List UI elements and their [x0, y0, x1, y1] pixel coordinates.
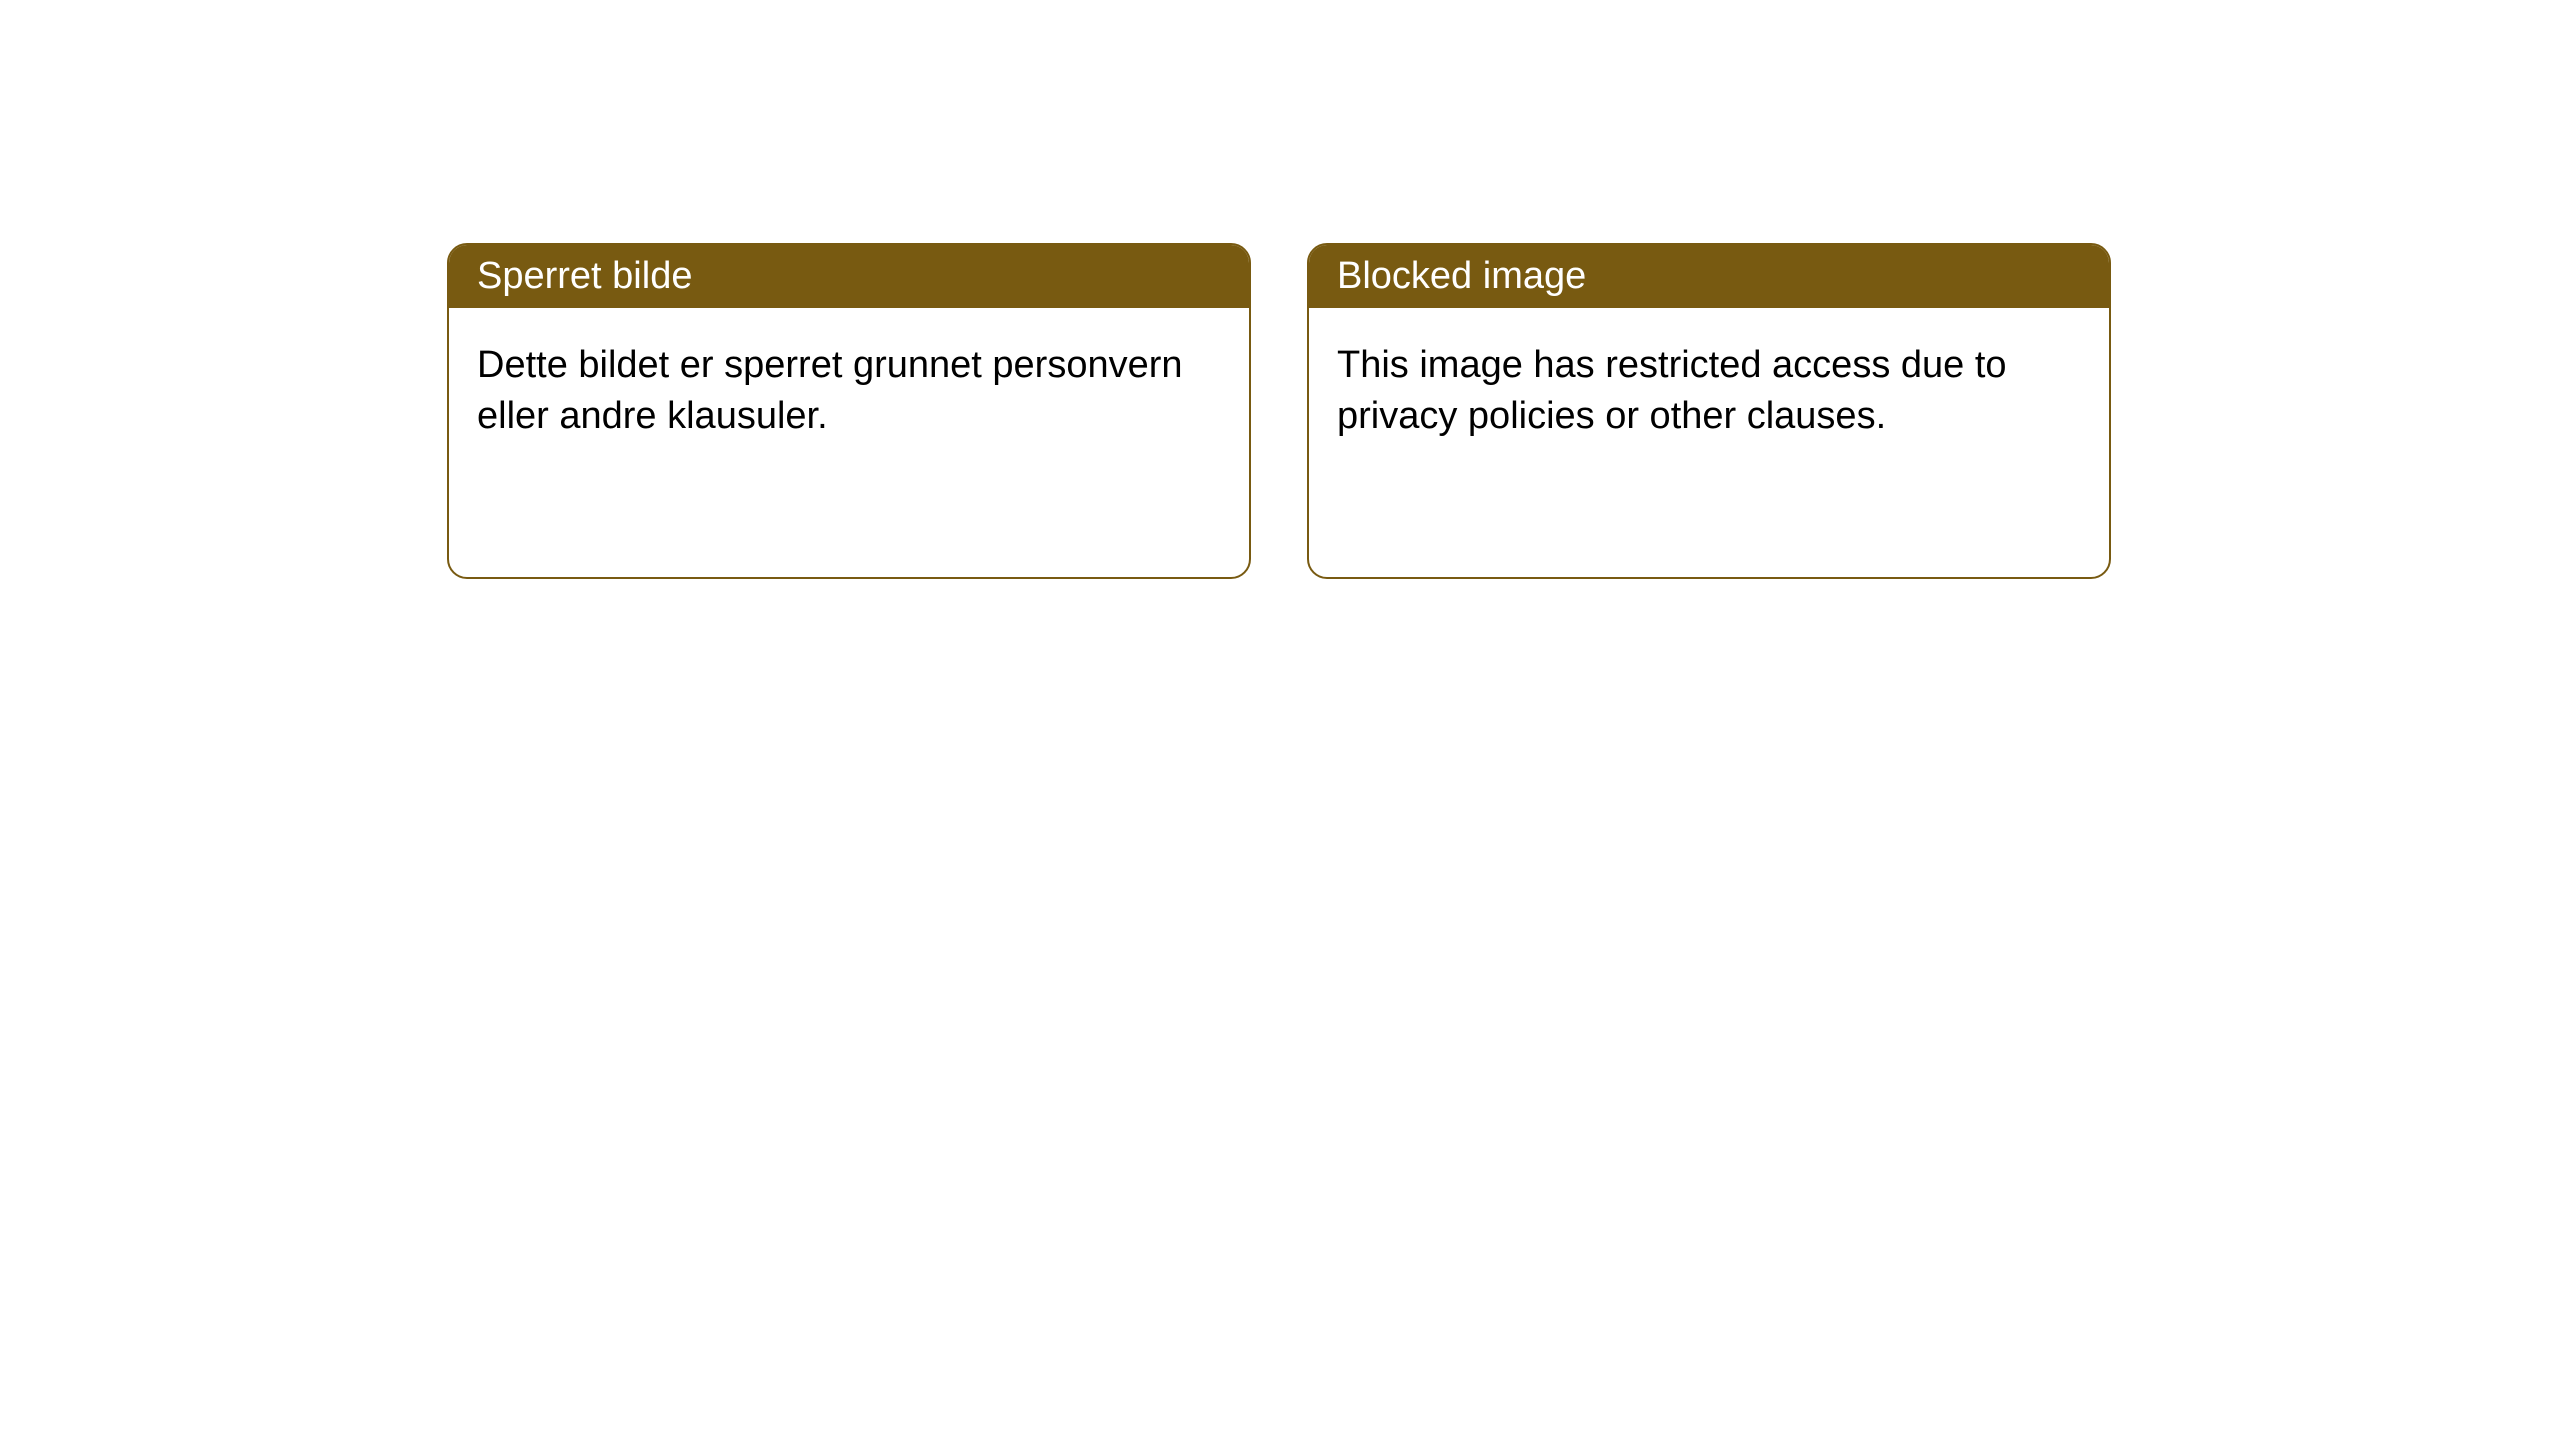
- card-body-no: Dette bildet er sperret grunnet personve…: [449, 308, 1249, 475]
- blocked-image-card-en: Blocked image This image has restricted …: [1307, 243, 2111, 579]
- card-header-en: Blocked image: [1309, 245, 2109, 308]
- card-body-en: This image has restricted access due to …: [1309, 308, 2109, 475]
- card-header-no: Sperret bilde: [449, 245, 1249, 308]
- card-title-no: Sperret bilde: [477, 255, 692, 297]
- notice-cards-container: Sperret bilde Dette bildet er sperret gr…: [0, 0, 2560, 579]
- card-title-en: Blocked image: [1337, 255, 1586, 297]
- blocked-image-card-no: Sperret bilde Dette bildet er sperret gr…: [447, 243, 1251, 579]
- card-body-text-en: This image has restricted access due to …: [1337, 344, 2007, 437]
- card-body-text-no: Dette bildet er sperret grunnet personve…: [477, 344, 1183, 437]
